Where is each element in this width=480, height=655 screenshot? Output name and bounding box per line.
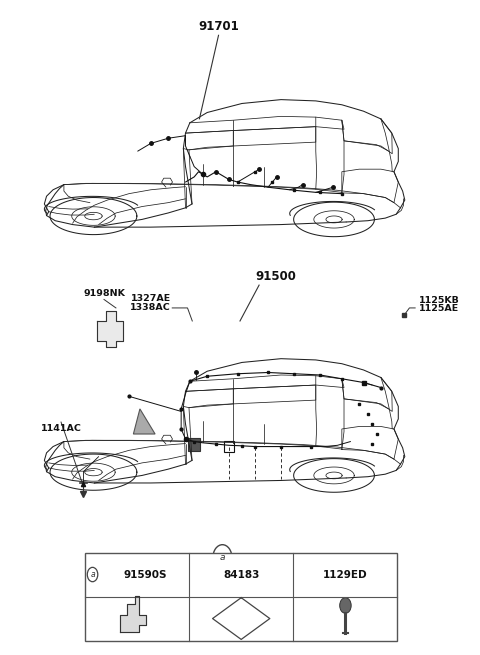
Text: 91590S: 91590S [124,570,168,580]
Text: a: a [90,570,95,579]
Bar [85,553,397,641]
Polygon shape [97,311,123,347]
Text: 1327AE: 1327AE [131,294,171,303]
Text: 84183: 84183 [223,570,259,580]
Polygon shape [120,596,146,631]
Circle shape [340,597,351,613]
FancyBboxPatch shape [224,441,234,452]
Text: 91701: 91701 [198,20,239,33]
Text: 91500: 91500 [255,270,296,283]
Text: 1141AC: 1141AC [41,424,82,433]
Text: 1125KB: 1125KB [419,295,460,305]
FancyBboxPatch shape [189,438,200,451]
Polygon shape [133,409,155,434]
Text: 1125AE: 1125AE [419,304,459,313]
Text: 1129ED: 1129ED [323,570,368,580]
Text: 9198NK: 9198NK [83,289,125,298]
Text: 1338AC: 1338AC [130,303,171,312]
Text: a: a [220,553,225,562]
